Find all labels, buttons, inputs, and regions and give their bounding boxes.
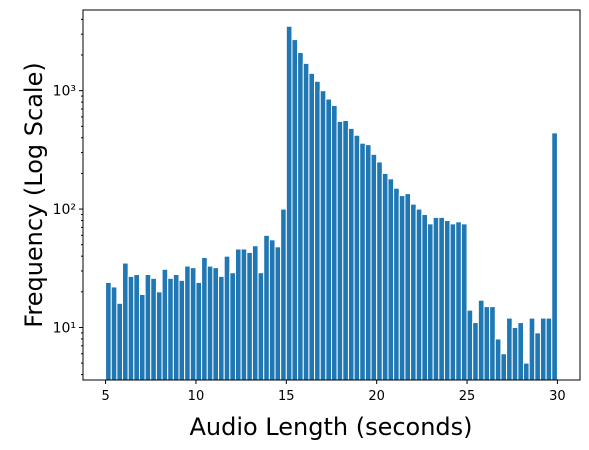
bar bbox=[314, 80, 321, 381]
bar bbox=[155, 291, 163, 381]
bar bbox=[483, 306, 491, 381]
bar bbox=[472, 322, 479, 381]
y-tick-label: 10¹ bbox=[53, 320, 76, 336]
bar bbox=[523, 362, 530, 381]
bar bbox=[229, 272, 236, 381]
bar bbox=[110, 286, 118, 381]
bar bbox=[291, 39, 299, 381]
bar bbox=[466, 309, 474, 381]
bar bbox=[489, 306, 496, 381]
bar bbox=[370, 153, 378, 381]
bar bbox=[223, 255, 231, 381]
bar bbox=[517, 322, 525, 381]
bar bbox=[127, 275, 135, 381]
bar bbox=[421, 213, 429, 381]
bar bbox=[268, 239, 276, 381]
bar bbox=[325, 98, 332, 381]
bar bbox=[206, 265, 214, 381]
bar bbox=[280, 208, 287, 381]
bar bbox=[410, 203, 417, 381]
bar bbox=[308, 72, 316, 381]
bar bbox=[342, 119, 349, 381]
bar bbox=[415, 208, 423, 381]
bar bbox=[528, 317, 536, 381]
bar bbox=[336, 120, 344, 381]
bar bbox=[438, 216, 445, 381]
bar bbox=[539, 317, 547, 381]
bar bbox=[138, 293, 146, 381]
bar bbox=[263, 234, 270, 381]
bar bbox=[274, 246, 282, 381]
bar bbox=[201, 256, 208, 381]
bar bbox=[331, 104, 338, 381]
bar bbox=[218, 275, 225, 381]
x-axis-label: Audio Length (seconds) bbox=[189, 413, 472, 441]
bar bbox=[144, 274, 152, 381]
x-tick-label: 25 bbox=[459, 389, 476, 404]
bar bbox=[150, 277, 157, 381]
y-axis-label: Frequency (Log Scale) bbox=[20, 62, 48, 327]
bar bbox=[359, 142, 366, 381]
x-tick-label: 10 bbox=[188, 389, 205, 404]
bar bbox=[240, 248, 248, 381]
x-tick-label: 30 bbox=[549, 389, 566, 404]
bar bbox=[122, 262, 129, 381]
bar bbox=[511, 326, 519, 381]
bar bbox=[189, 267, 197, 381]
bar bbox=[376, 161, 383, 381]
bar bbox=[133, 274, 140, 381]
bar bbox=[460, 223, 468, 381]
bar bbox=[449, 223, 457, 381]
bar bbox=[167, 277, 174, 381]
bar bbox=[184, 265, 191, 381]
bar bbox=[251, 245, 259, 381]
bar bbox=[477, 299, 485, 381]
bar bbox=[494, 338, 502, 381]
bar bbox=[545, 317, 553, 381]
bar bbox=[297, 52, 304, 381]
bar bbox=[398, 195, 406, 381]
bar bbox=[364, 144, 372, 381]
bar bbox=[234, 248, 242, 381]
bar bbox=[455, 221, 462, 381]
x-tick-label: 5 bbox=[101, 389, 109, 404]
bar bbox=[534, 332, 541, 381]
bar bbox=[105, 281, 112, 381]
bar bbox=[212, 267, 220, 381]
bar bbox=[500, 353, 508, 381]
bar bbox=[161, 268, 169, 381]
y-tick-label: 10³ bbox=[53, 84, 76, 100]
x-tick-label: 20 bbox=[368, 389, 385, 404]
bar bbox=[506, 317, 513, 381]
bar bbox=[404, 193, 412, 381]
bar bbox=[257, 272, 265, 381]
bar bbox=[172, 274, 180, 381]
bar bbox=[551, 132, 558, 381]
bar bbox=[347, 127, 355, 381]
bar bbox=[178, 279, 186, 381]
bar bbox=[285, 25, 293, 381]
bar bbox=[195, 281, 203, 381]
bar bbox=[427, 223, 434, 381]
bar bbox=[116, 302, 124, 381]
bar bbox=[302, 62, 310, 381]
bar bbox=[319, 90, 327, 381]
bar bbox=[353, 134, 361, 381]
bar bbox=[246, 251, 253, 381]
bar bbox=[393, 187, 400, 381]
bar bbox=[381, 172, 389, 381]
bar bbox=[387, 178, 395, 381]
bar bbox=[443, 220, 451, 381]
x-tick-label: 15 bbox=[278, 389, 295, 404]
plot-frame bbox=[82, 9, 581, 381]
y-tick-label: 10² bbox=[53, 202, 76, 218]
bar bbox=[432, 216, 440, 381]
